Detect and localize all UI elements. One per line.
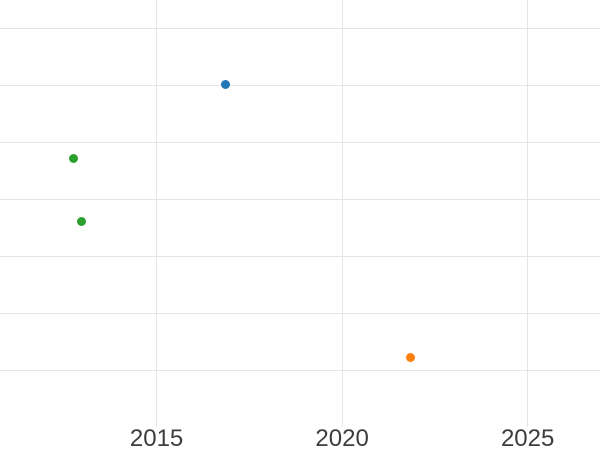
gridline-vertical (156, 0, 158, 427)
data-point-blue-series (221, 79, 231, 89)
gridline-horizontal (0, 141, 600, 143)
x-tick-label-2020: 2020 (315, 425, 369, 450)
gridline-vertical (527, 0, 529, 427)
gridline-horizontal (0, 198, 600, 200)
gridline-horizontal (0, 369, 600, 371)
data-point-orange-series (405, 352, 415, 362)
gridline-horizontal (0, 27, 600, 29)
data-point-green-series (76, 216, 86, 226)
x-axis: 2015 2020 2025 (0, 425, 600, 450)
data-point-green-series (68, 153, 78, 163)
gridline-vertical (341, 0, 343, 427)
gridline-horizontal (0, 84, 600, 86)
x-tick-label-2015: 2015 (129, 425, 184, 450)
x-tick-label-2025: 2025 (500, 425, 555, 450)
plot-area (0, 0, 600, 427)
gridline-horizontal (0, 255, 600, 257)
gridline-horizontal (0, 312, 600, 314)
